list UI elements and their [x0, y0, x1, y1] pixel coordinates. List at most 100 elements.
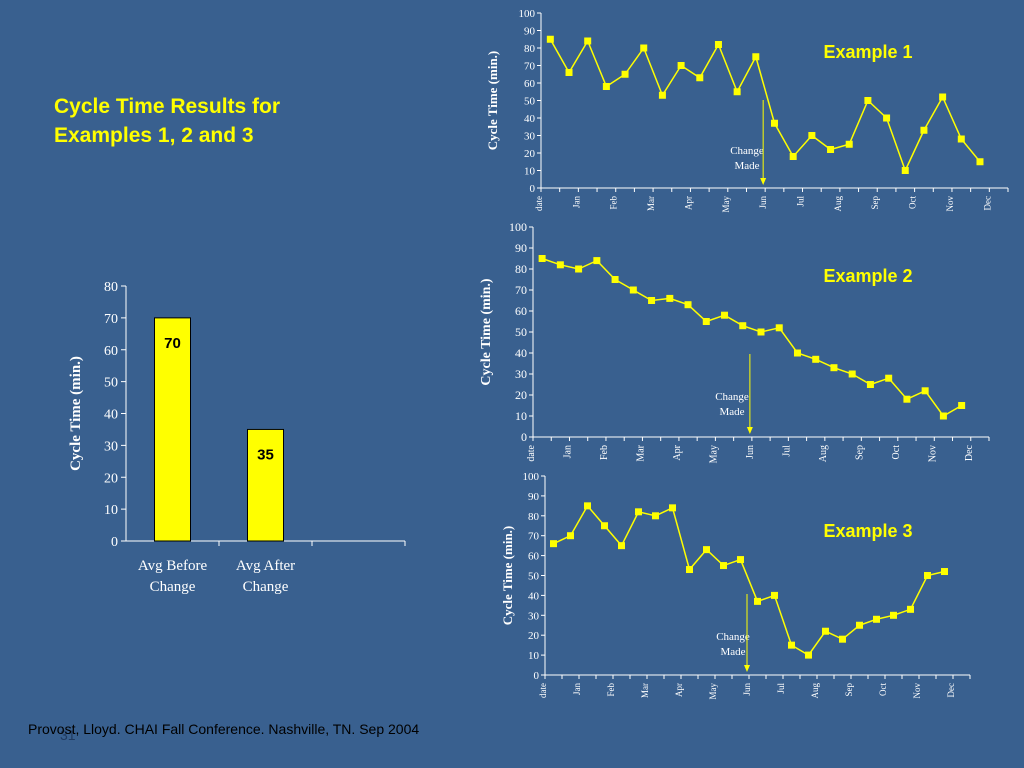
data-point — [752, 53, 760, 61]
line-chart-x-tick-label: Nov — [945, 196, 955, 212]
line-chart-y-tick-label: 20 — [528, 630, 540, 642]
change-made-annotation: Change — [715, 391, 749, 403]
slide-title: Cycle Time Results for Examples 1, 2 and… — [54, 92, 280, 150]
bar-chart-category-label: Change — [150, 579, 196, 595]
bar-chart-y-tick-label: 0 — [111, 535, 118, 550]
footer-citation: Provost, Lloyd. CHAI Fall Conference. Na… — [28, 721, 420, 737]
data-point — [885, 374, 893, 382]
data-point — [684, 301, 692, 309]
bar-chart-category-label: Avg After — [236, 558, 295, 574]
data-point — [903, 395, 911, 403]
line-chart-x-tick-label: Sep — [854, 445, 865, 460]
data-point — [550, 540, 557, 548]
line-chart-x-tick-label: Jan — [562, 445, 573, 458]
change-made-annotation: Made — [719, 406, 744, 418]
data-point — [546, 35, 554, 43]
line-chart-x-tick-label: Dec — [964, 444, 975, 461]
data-point — [739, 322, 747, 330]
data-point — [957, 135, 965, 143]
line-chart-x-tick-label: Sep — [844, 683, 854, 697]
data-point — [921, 387, 929, 395]
line-chart-y-tick-label: 100 — [523, 471, 540, 483]
line-chart-y-tick-label: 80 — [528, 511, 540, 523]
data-point — [658, 91, 666, 99]
line-chart-x-tick-label: Apr — [674, 683, 684, 697]
line-chart-x-tick-label: Nov — [912, 683, 922, 699]
change-made-annotation: Made — [720, 646, 745, 658]
line-chart-y-tick-label: 90 — [524, 26, 536, 38]
line-chart-y-tick-label: 30 — [528, 610, 540, 622]
bar-chart-y-tick-label: 30 — [104, 439, 118, 454]
line-chart-y-tick-label: 30 — [524, 131, 536, 143]
data-point — [720, 562, 727, 570]
data-point — [793, 349, 801, 357]
bar — [154, 317, 191, 542]
line-chart-y-tick-label: 70 — [524, 61, 536, 73]
data-point — [775, 324, 783, 332]
line-chart-y-tick-label: 0 — [521, 430, 527, 444]
bar-chart-y-tick-label: 50 — [104, 376, 118, 391]
line-chart-x-tick-label: May — [708, 445, 719, 463]
data-point — [618, 542, 625, 550]
bar-chart-y-tick-label: 20 — [104, 471, 118, 486]
data-point — [812, 355, 820, 363]
change-arrow-head — [744, 665, 750, 672]
bar-chart-y-axis-label: Cycle Time (min.) — [68, 356, 84, 471]
example-title: Example 1 — [823, 42, 912, 62]
line-chart-x-tick-label: date — [538, 683, 548, 698]
data-point — [924, 572, 931, 579]
line-chart-y-axis-label: Cycle Time (min.) — [485, 51, 500, 151]
line-chart-y-tick-label: 70 — [528, 531, 540, 543]
data-point — [883, 114, 891, 122]
line-chart-y-tick-label: 10 — [524, 166, 536, 178]
line-chart-x-tick-label: Aug — [810, 683, 820, 699]
bar-chart-y-tick-label: 40 — [104, 408, 118, 423]
change-made-annotation: Change — [716, 631, 750, 643]
line-chart-example-2: 0 10 20 30 40 50 60 70 80 90 100 date Jan Feb Mar Apr Ma… — [479, 220, 990, 463]
data-point — [788, 641, 795, 649]
line-chart-y-tick-label: 10 — [528, 650, 540, 662]
line-chart-y-tick-label: 30 — [515, 367, 527, 381]
bar-chart-y-tick-label: 80 — [104, 280, 118, 295]
change-made-annotation: Change — [730, 145, 764, 157]
data-point — [939, 93, 947, 101]
data-point — [901, 167, 909, 174]
data-point — [621, 70, 629, 78]
bar-chart-category-label: Avg Before — [138, 558, 208, 574]
slide-title-line-1: Cycle Time Results for — [54, 95, 281, 118]
line-chart-y-tick-label: 0 — [530, 183, 536, 195]
line-chart-example-3: 0 10 20 30 40 50 60 70 80 90 100 date Jan Feb Mar Apr Ma… — [500, 471, 971, 700]
line-chart-x-tick-label: Dec — [946, 683, 956, 698]
line-chart-x-tick-label: Jun — [758, 196, 768, 209]
data-point — [696, 74, 704, 82]
line-chart-y-tick-label: 90 — [528, 491, 540, 503]
data-point — [848, 370, 856, 378]
data-point — [640, 44, 648, 52]
line-chart-x-tick-label: Oct — [891, 445, 902, 460]
data-point — [789, 153, 797, 160]
line-chart-x-tick-label: Dec — [982, 196, 992, 211]
data-point — [830, 364, 838, 372]
line-chart-x-tick-label: Jan — [572, 683, 582, 695]
data-point — [845, 140, 853, 148]
line-chart-y-tick-label: 40 — [528, 590, 540, 602]
slide-title-line-2: Examples 1, 2 and 3 — [54, 124, 254, 147]
data-point — [556, 261, 564, 269]
data-point — [939, 412, 947, 420]
line-chart-x-tick-label: Jun — [742, 683, 752, 696]
data-point — [666, 294, 674, 302]
line-chart-x-tick-label: Jul — [796, 196, 806, 207]
line-chart-x-tick-label: date — [534, 196, 544, 211]
line-chart-x-tick-label: Jul — [776, 683, 786, 694]
data-point — [907, 605, 914, 613]
data-point — [737, 556, 744, 564]
line-chart-x-tick-label: Apr — [683, 196, 693, 210]
line-chart-x-tick-label: Nov — [927, 445, 938, 462]
line-chart-y-tick-label: 20 — [515, 388, 527, 402]
bar-data-label: 35 — [257, 446, 274, 463]
example-title: Example 2 — [823, 266, 912, 286]
change-arrow-head — [746, 427, 753, 434]
data-point — [808, 132, 816, 139]
data-point — [584, 37, 592, 45]
line-chart-x-tick-label: Feb — [606, 683, 616, 697]
